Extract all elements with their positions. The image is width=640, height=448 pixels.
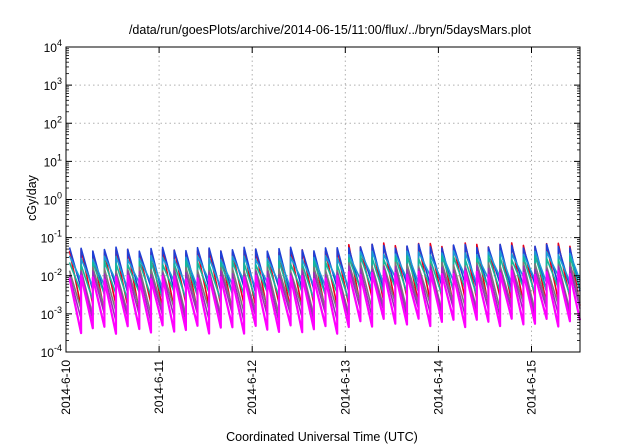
x-tick-label: 2014-6-11: [152, 360, 166, 414]
y-tick-label: 10-4: [41, 343, 62, 360]
y-tick-label: 103: [44, 76, 62, 93]
y-tick-label: 101: [44, 152, 62, 169]
x-tick-label: 2014-6-12: [245, 360, 259, 415]
y-tick-label: 10-3: [41, 305, 62, 322]
x-tick-label: 2014-6-13: [338, 360, 352, 415]
series-line: [68, 269, 582, 335]
x-tick-label: 2014-6-10: [59, 360, 73, 415]
y-tick-label: 102: [44, 114, 62, 131]
y-tick-label: 104: [44, 38, 62, 55]
x-tick-label: 2014-6-15: [525, 360, 539, 415]
series-group: [68, 242, 582, 335]
chart-title: /data/run/goesPlots/archive/2014-06-15/1…: [129, 23, 532, 37]
x-tick-label: 2014-6-14: [431, 360, 445, 415]
x-axis: 2014-6-10 2014-6-11 2014-6-12 2014-6-13 2014…: [59, 47, 539, 415]
y-tick-label: 10-1: [41, 229, 62, 246]
y-axis-label: cGy/day: [25, 174, 39, 221]
y-tick-label: 100: [44, 191, 62, 208]
y-tick-label: 10-2: [41, 267, 62, 284]
x-axis-label: Coordinated Universal Time (UTC): [226, 430, 418, 444]
